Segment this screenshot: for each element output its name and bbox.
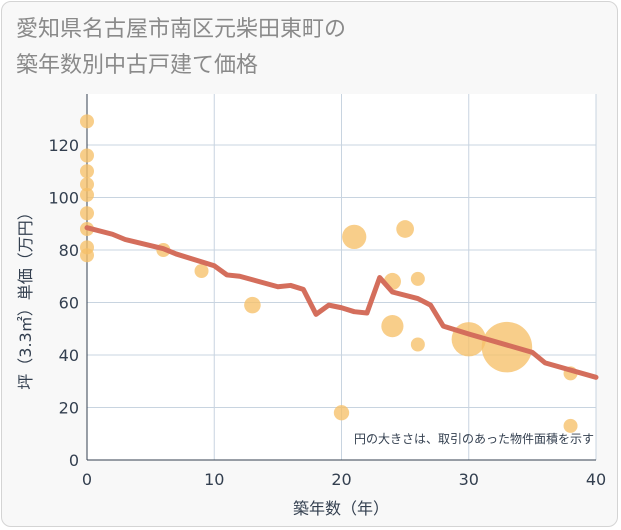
x-tick-label: 30 xyxy=(459,470,479,489)
chart-title-line-2: 築年数別中古戸建て価格 xyxy=(16,53,259,78)
y-tick-label: 0 xyxy=(69,451,79,470)
y-tick-label: 20 xyxy=(59,399,79,418)
size-note: 円の大きさは、取引のあった物件面積を示す xyxy=(354,431,594,446)
data-bubble xyxy=(80,148,94,163)
bubble-series xyxy=(80,114,578,433)
data-bubble xyxy=(80,248,94,263)
y-tick-label: 100 xyxy=(48,189,79,208)
y-tick-label: 60 xyxy=(59,294,79,313)
axis-ticks: 0 20 40 60 80 100 120 0 10 20 30 40 xyxy=(48,136,606,489)
x-tick-label: 10 xyxy=(204,470,224,489)
chart-title: 愛知県名古屋市南区元柴田東町の 築年数別中古戸建て価格 xyxy=(16,12,346,84)
y-tick-label: 120 xyxy=(48,136,79,155)
y-tick-label: 80 xyxy=(59,241,79,260)
y-axis-label: 坪（3.3㎡）単価（万円） xyxy=(16,204,35,389)
data-bubble xyxy=(396,220,414,238)
data-bubble xyxy=(80,114,94,129)
data-bubble xyxy=(80,164,94,179)
data-bubble xyxy=(381,315,404,338)
x-axis-label: 築年数（年） xyxy=(293,499,389,518)
chart-title-line-1: 愛知県名古屋市南区元柴田東町の xyxy=(16,17,347,42)
data-bubble xyxy=(410,271,425,286)
data-bubble xyxy=(244,296,261,314)
data-bubble xyxy=(410,337,425,352)
trend-line xyxy=(84,225,599,380)
data-bubble xyxy=(563,418,578,433)
data-bubble xyxy=(80,187,94,202)
y-tick-label: 40 xyxy=(59,346,79,365)
data-bubble xyxy=(342,224,367,249)
data-bubble xyxy=(80,206,94,221)
data-bubble xyxy=(333,405,350,421)
x-tick-label: 40 xyxy=(586,470,606,489)
data-bubble xyxy=(194,264,209,278)
x-tick-label: 0 xyxy=(82,470,92,489)
x-tick-label: 20 xyxy=(331,470,351,489)
data-bubble xyxy=(80,177,94,192)
